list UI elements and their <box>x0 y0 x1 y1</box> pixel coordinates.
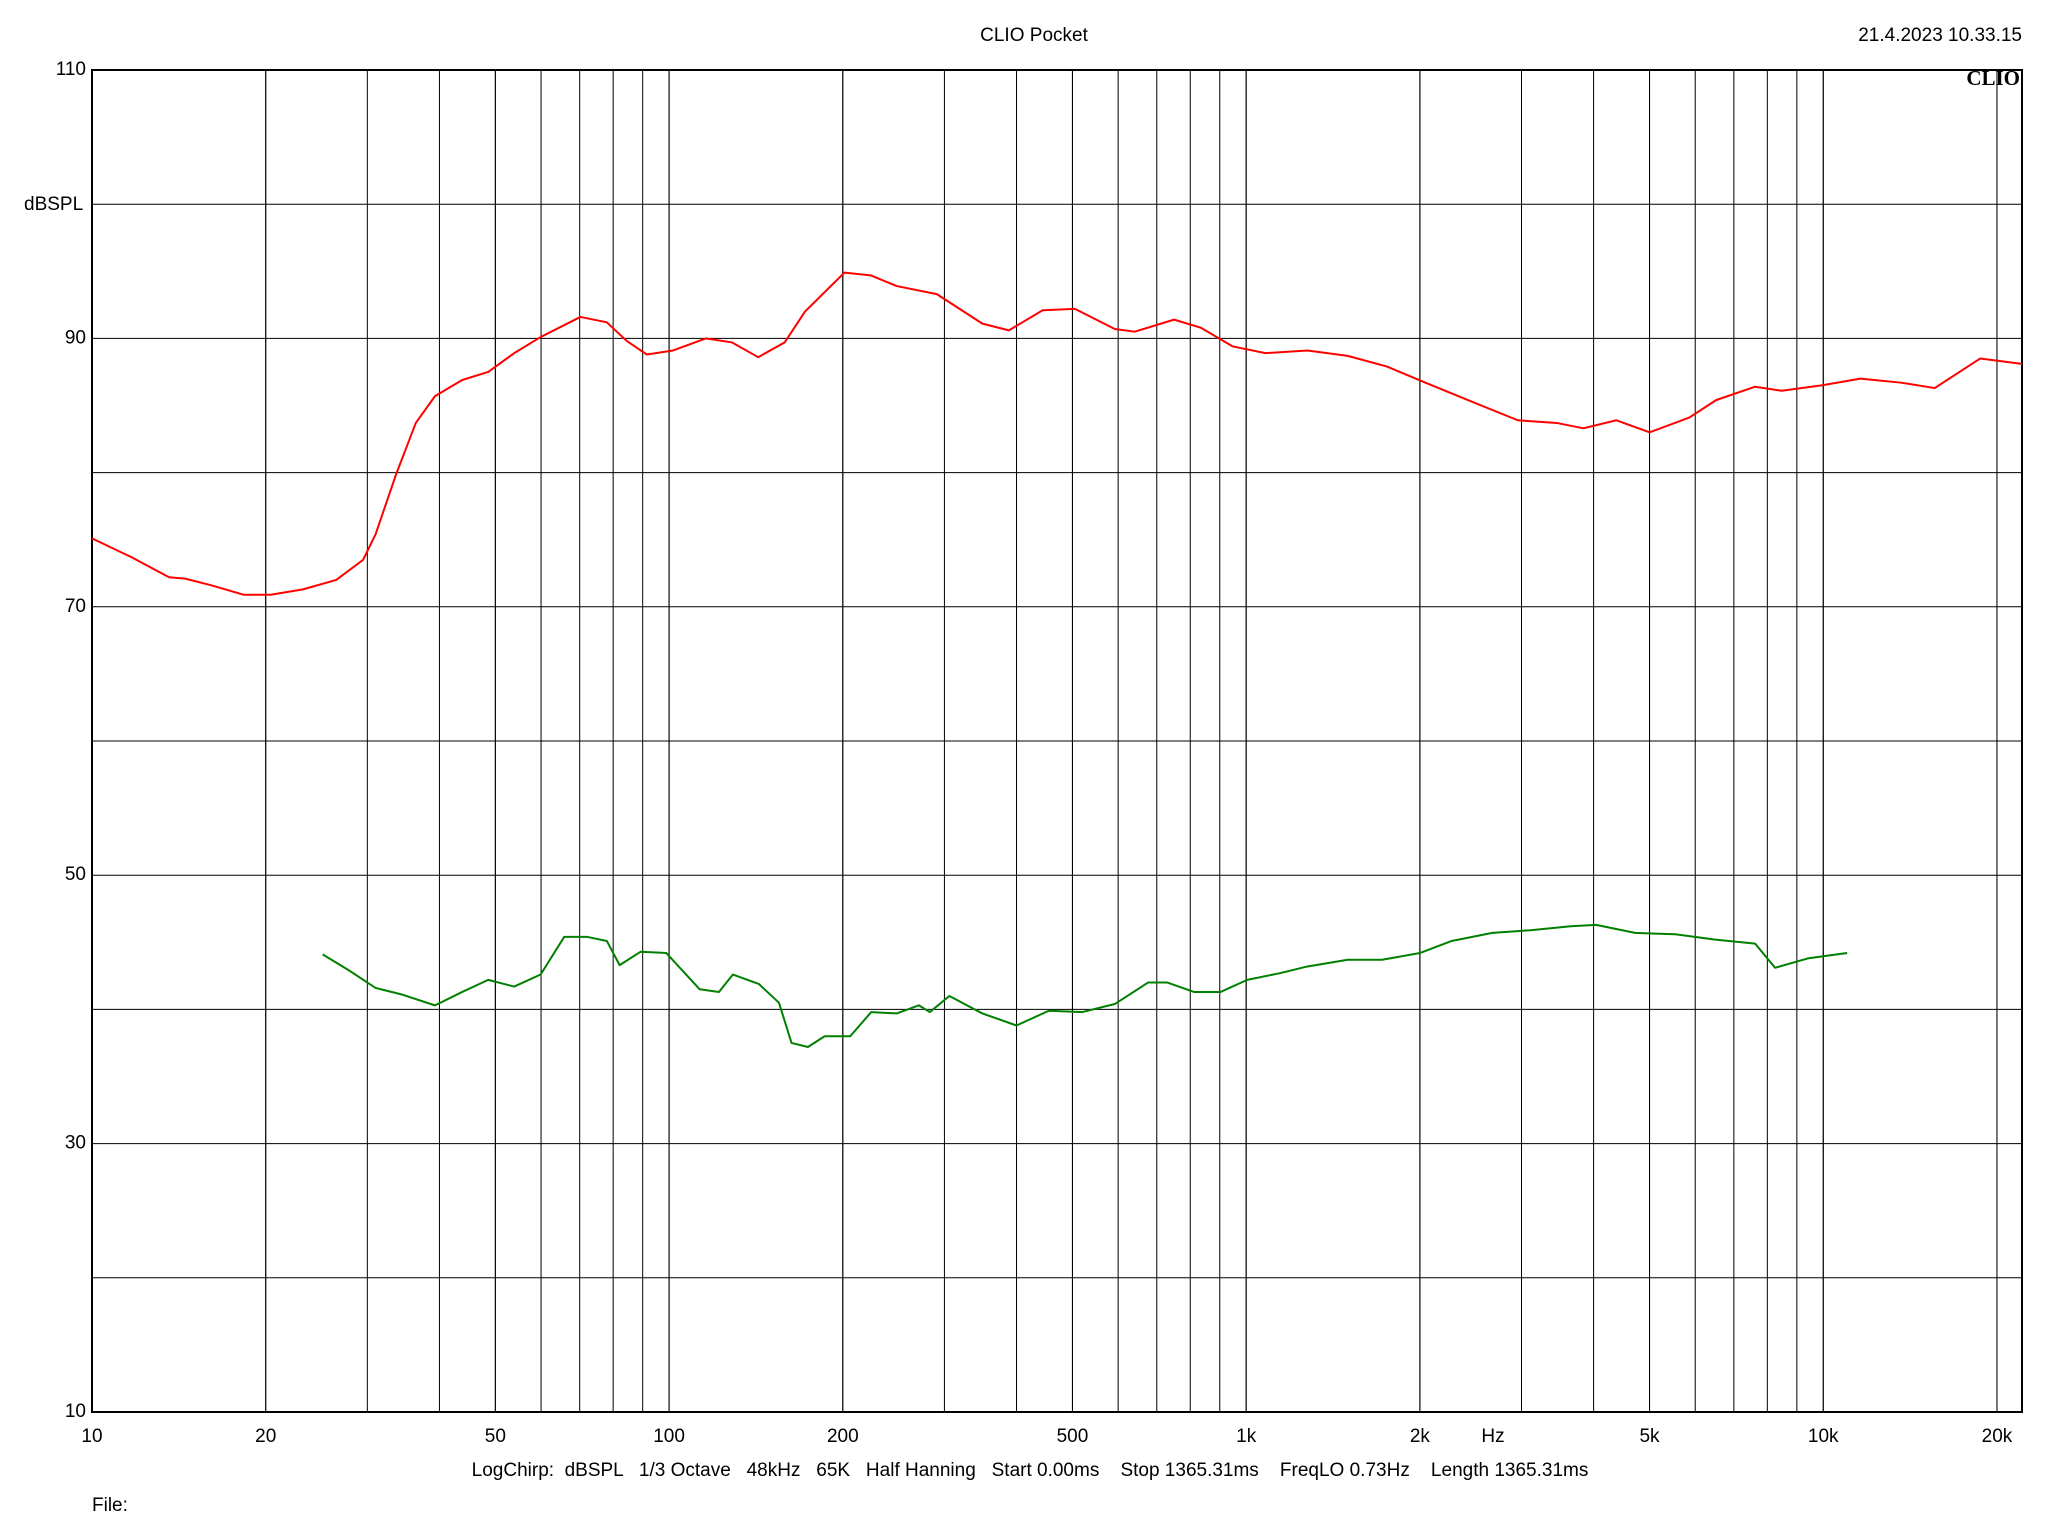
y-tick-label: 10 <box>65 1401 86 1422</box>
x-tick-label: 50 <box>485 1426 506 1447</box>
x-tick-label: 20k <box>1982 1426 2013 1447</box>
y-axis-label: dBSPL <box>24 194 83 215</box>
plot-frame <box>91 69 2023 1413</box>
x-axis-label: Hz <box>1481 1426 1504 1447</box>
series-line <box>322 923 1848 1048</box>
x-tick-label: 20 <box>255 1426 276 1447</box>
timestamp: 21.4.2023 10.33.15 <box>1858 25 2022 46</box>
settings-line: LogChirp: dBSPL 1/3 Octave 48kHz 65K Hal… <box>472 1460 1589 1481</box>
y-tick-label: 110 <box>56 59 86 80</box>
x-tick-label: 500 <box>1057 1426 1089 1447</box>
y-tick-label: 90 <box>65 327 86 348</box>
x-tick-label: 10 <box>81 1426 102 1447</box>
y-tick-label: 30 <box>65 1133 86 1154</box>
chart-title: CLIO Pocket <box>980 25 1088 46</box>
x-tick-label: 10k <box>1808 1426 1839 1447</box>
y-tick-label: 50 <box>65 864 86 885</box>
x-tick-label: 5k <box>1639 1426 1660 1447</box>
series-line <box>91 271 2023 596</box>
x-tick-label: 1k <box>1236 1426 1257 1447</box>
x-tick-label: 100 <box>653 1426 685 1447</box>
x-tick-label: 2k <box>1410 1426 1431 1447</box>
file-label: File: <box>92 1495 128 1516</box>
y-tick-label: 70 <box>65 596 86 617</box>
x-tick-label: 200 <box>827 1426 859 1447</box>
